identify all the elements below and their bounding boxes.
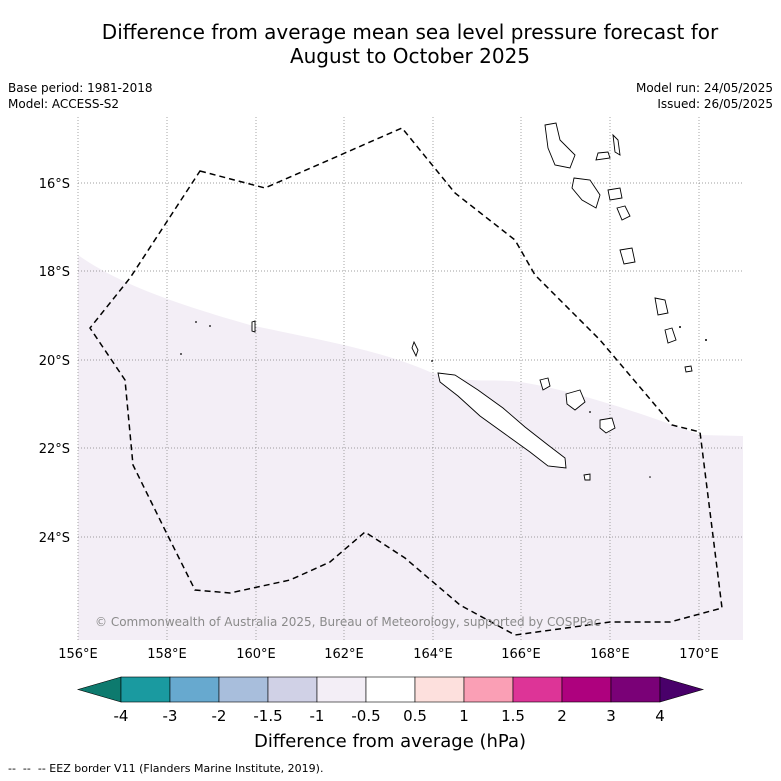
lon-label-168e: 168°E bbox=[590, 647, 630, 662]
title-line-1: Difference from average mean sea level p… bbox=[101, 20, 719, 44]
new-caledonia-coastline bbox=[437, 372, 567, 469]
ouvea-island bbox=[539, 377, 551, 391]
mare-island bbox=[599, 417, 616, 434]
tanna-island bbox=[654, 297, 669, 316]
eez-legend-text: -- EEZ border V11 (Flanders Marine Insti… bbox=[37, 762, 324, 775]
coastlines bbox=[251, 122, 693, 481]
colorbar-extend-high bbox=[659, 676, 705, 703]
malekula-island bbox=[571, 177, 601, 209]
colorbar-segment bbox=[316, 676, 367, 703]
colorbar-tick-label: -3 bbox=[163, 707, 178, 725]
colorbar-tick-label: -1 bbox=[310, 707, 325, 725]
efate-island bbox=[616, 205, 631, 221]
colorbar-title: Difference from average (hPa) bbox=[254, 731, 526, 752]
colorbar-segment bbox=[365, 676, 416, 703]
copyright-notice: © Commonwealth of Australia 2025, Bureau… bbox=[95, 615, 600, 629]
colorbar-tick-label: 3 bbox=[606, 707, 616, 725]
lon-label-158e: 158°E bbox=[147, 647, 187, 662]
colorbar-tick-label: -1.5 bbox=[253, 707, 282, 725]
model-name: Model: ACCESS-S2 bbox=[8, 97, 120, 111]
aneityum-island bbox=[664, 327, 677, 344]
colorbar-segment bbox=[414, 676, 465, 703]
model-run-date: Model run: 24/05/2025 bbox=[635, 81, 773, 95]
chesterfield-reef bbox=[251, 320, 256, 333]
lat-label-18s: 18°S bbox=[39, 265, 70, 280]
ambae-island bbox=[595, 151, 611, 161]
colorbar-tick-label: -0.5 bbox=[351, 707, 380, 725]
model-info: Base period: 1981-2018 Model: ACCESS-S2 bbox=[8, 80, 153, 112]
graticule bbox=[77, 117, 743, 640]
colorbar bbox=[76, 676, 705, 703]
isle-of-pines bbox=[583, 473, 591, 481]
lat-label-24s: 24°S bbox=[39, 531, 70, 546]
run-info: Model run: 24/05/2025 Issued: 26/05/2025 bbox=[636, 80, 773, 112]
colorbar-tick-label: 4 bbox=[655, 707, 665, 725]
latitude-labels: 16°S 18°S 20°S 22°S 24°S bbox=[39, 177, 70, 546]
espiritu-santo bbox=[544, 122, 576, 169]
eez-border bbox=[89, 127, 723, 636]
colorbar-segment bbox=[218, 676, 269, 703]
base-period: Base period: 1981-2018 bbox=[8, 81, 153, 95]
lon-label-160e: 160°E bbox=[236, 647, 276, 662]
small-islets bbox=[180, 321, 707, 478]
colorbar-tick-label: 1 bbox=[459, 707, 469, 725]
lon-label-164e: 164°E bbox=[413, 647, 453, 662]
colorbar-tick-label: 1.5 bbox=[501, 707, 525, 725]
colorbar-tick-label: 0.5 bbox=[403, 707, 427, 725]
colorbar-segment bbox=[169, 676, 220, 703]
small-island-east bbox=[684, 365, 693, 373]
colorbar-tick-label: 2 bbox=[557, 707, 567, 725]
lon-label-170e: 170°E bbox=[679, 647, 719, 662]
longitude-labels: 156°E 158°E 160°E 162°E 164°E 166°E 168°… bbox=[58, 647, 719, 662]
colorbar-segment bbox=[512, 676, 563, 703]
negative-anomaly-region bbox=[78, 255, 743, 640]
lat-label-16s: 16°S bbox=[39, 177, 70, 192]
colorbar-tick-labels: -4 -3 -2 -1.5 -1 -0.5 0.5 1 1.5 2 3 4 bbox=[114, 707, 665, 725]
colorbar-tick-label: -4 bbox=[114, 707, 129, 725]
erromango-island bbox=[619, 247, 636, 265]
colorbar-segment bbox=[120, 676, 171, 703]
eez-legend-dashes: -- -- bbox=[8, 762, 38, 775]
lon-label-162e: 162°E bbox=[324, 647, 364, 662]
issued-date: Issued: 26/05/2025 bbox=[657, 97, 773, 111]
eez-legend: -- -- -- EEZ border V11 (Flanders Marine… bbox=[8, 762, 323, 775]
colorbar-segment bbox=[610, 676, 661, 703]
lat-label-22s: 22°S bbox=[39, 442, 70, 457]
pentecost-island bbox=[612, 133, 621, 156]
title-line-2: August to October 2025 bbox=[289, 44, 531, 68]
lon-label-166e: 166°E bbox=[501, 647, 541, 662]
belep-islands bbox=[411, 340, 419, 358]
lifou-island bbox=[565, 389, 586, 411]
colorbar-extend-low bbox=[76, 676, 122, 703]
colorbar-tick-label: -2 bbox=[212, 707, 227, 725]
colorbar-segment bbox=[267, 676, 318, 703]
colorbar-segment bbox=[561, 676, 612, 703]
lat-label-20s: 20°S bbox=[39, 354, 70, 369]
epi-island bbox=[607, 187, 623, 201]
colorbar-segment bbox=[463, 676, 514, 703]
lon-label-156e: 156°E bbox=[58, 647, 98, 662]
map-title: Difference from average mean sea level p… bbox=[0, 20, 781, 68]
